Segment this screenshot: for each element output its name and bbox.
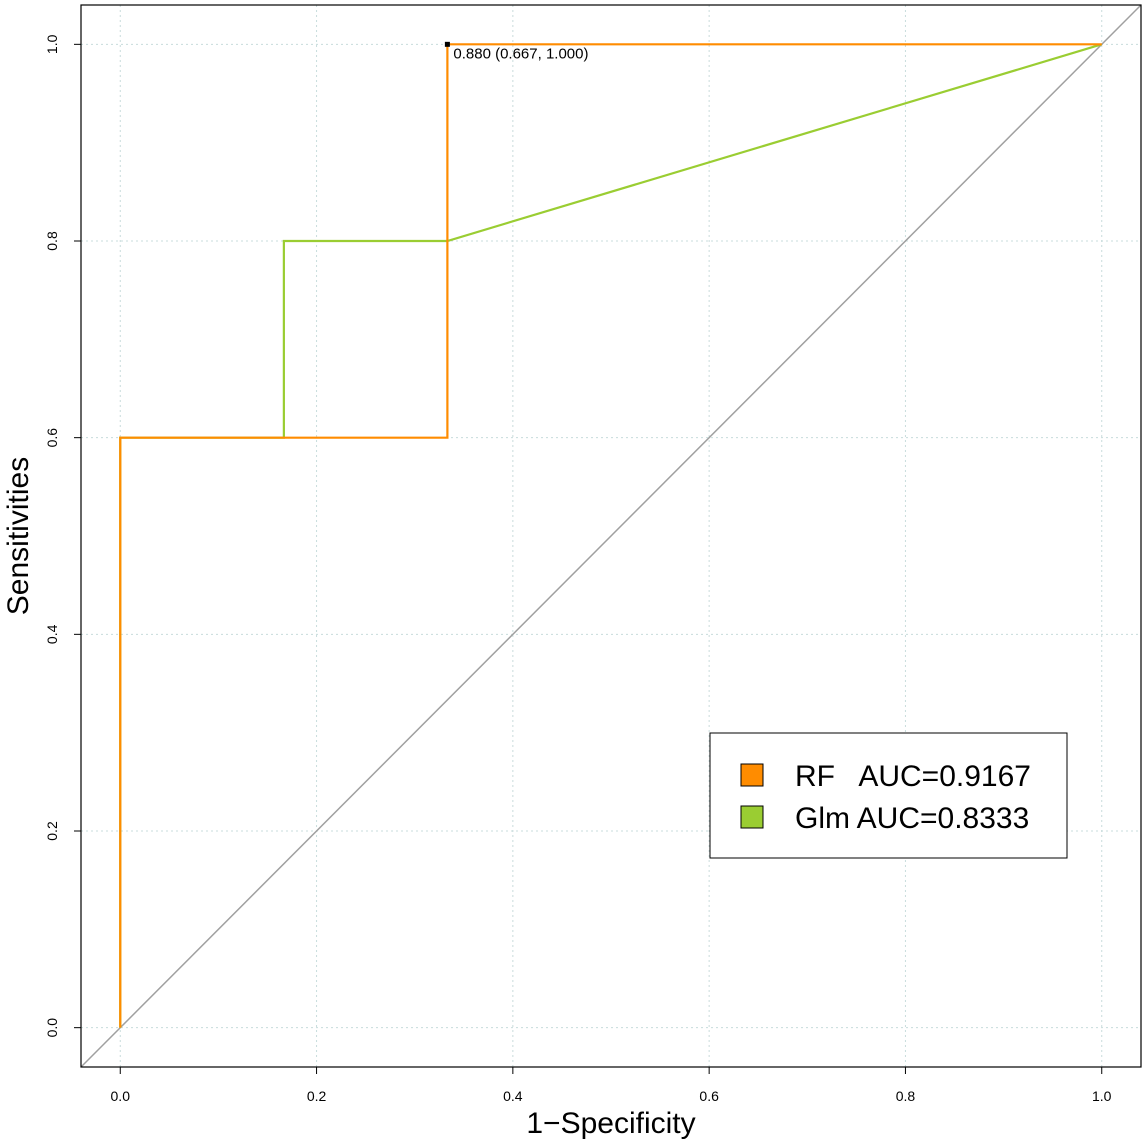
x-tick-label-1: 0.2 — [307, 1088, 327, 1104]
x-tick-label-4: 0.8 — [896, 1088, 916, 1104]
legend: RF AUC=0.9167 Glm AUC=0.8333 — [709, 732, 1068, 859]
series-line-rf — [119, 43, 1102, 1028]
y-tick-label-1: 0.2 — [44, 821, 60, 841]
x-tick-label-0: 0.0 — [111, 1088, 131, 1104]
y-tick-label-4: 0.8 — [44, 231, 60, 251]
legend-label-rf: RF AUC=0.9167 — [795, 760, 1031, 793]
y-axis-title: Sensitivities — [2, 457, 35, 615]
y-tick-label-5: 1.0 — [44, 34, 60, 54]
cutoff-annotation: 0.880 (0.667, 1.000) — [444, 41, 588, 62]
legend-label-glm: Glm AUC=0.8333 — [795, 802, 1029, 835]
legend-box — [709, 732, 1068, 859]
y-tick-label-3: 0.6 — [44, 428, 60, 448]
cutoff-point-marker — [444, 41, 450, 47]
y-tick-label-0: 0.0 — [44, 1018, 60, 1038]
diagonal-line — [80, 4, 1142, 1068]
plot-frame — [80, 4, 1142, 1068]
cutoff-label: 0.880 (0.667, 1.000) — [453, 45, 588, 62]
x-tick-label-5: 1.0 — [1092, 1088, 1112, 1104]
y-tick-label-2: 0.4 — [44, 624, 60, 644]
axes: 0.0 0.2 0.4 0.6 0.8 1.0 0.0 0.2 0.4 0.6 0.8 1.0 — [44, 34, 1112, 1104]
x-tick-label-2: 0.4 — [503, 1088, 523, 1104]
legend-swatch-rf — [740, 763, 764, 787]
legend-swatch-glm — [740, 805, 764, 829]
reference-diagonal — [80, 4, 1142, 1068]
x-tick-label-3: 0.6 — [699, 1088, 719, 1104]
x-axis-title: 1−Specificity — [526, 1107, 695, 1140]
series-lines — [119, 43, 1103, 1028]
